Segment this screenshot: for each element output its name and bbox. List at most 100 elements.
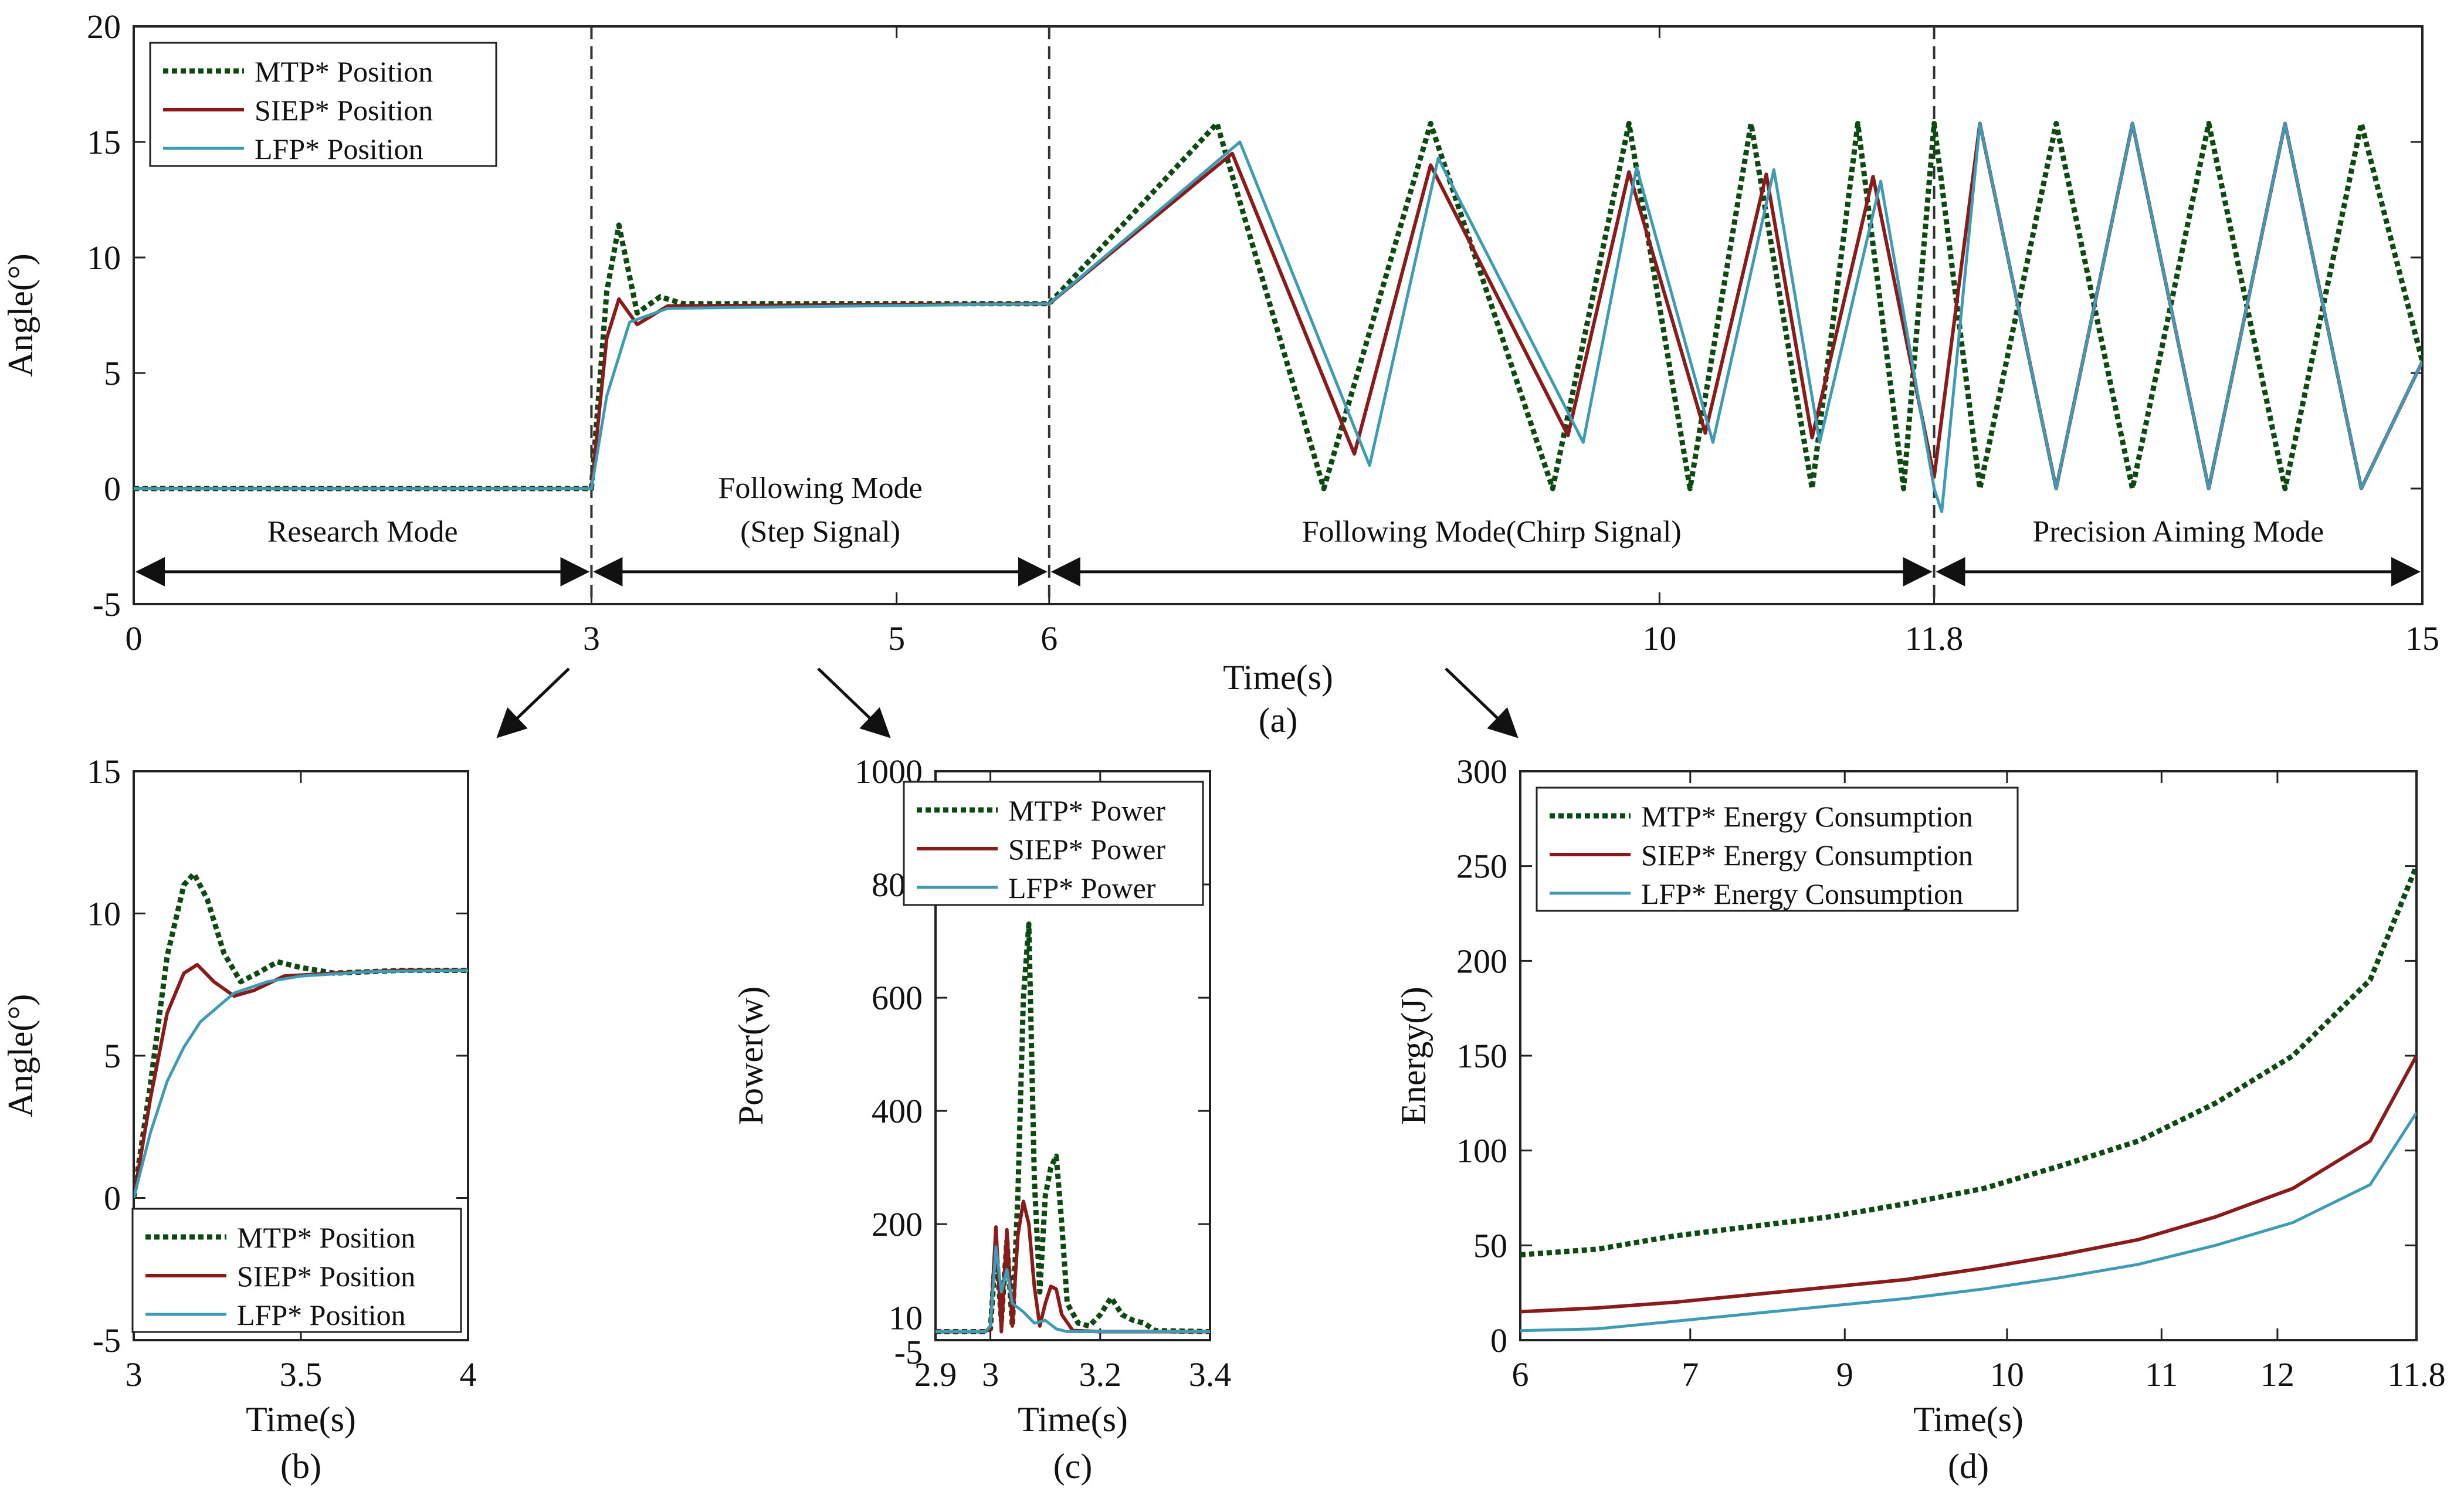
series-line-mtp [1520, 865, 2416, 1257]
series-line-lfp [936, 1245, 1210, 1333]
x-tick-label: 4 [460, 1355, 477, 1394]
x-tick-label: 10 [1990, 1355, 2024, 1394]
y-axis-label: Power(w) [731, 987, 770, 1126]
series-line-mtp [134, 121, 2422, 491]
x-tick-label: 11.8 [2387, 1355, 2445, 1394]
series-line-siep [134, 962, 468, 1198]
x-tick-label: 3.5 [280, 1355, 323, 1394]
x-tick-label: 6 [1512, 1355, 1529, 1394]
arrow-to-panel-d [1445, 667, 1519, 738]
series-line-lfp [134, 122, 2422, 513]
y-tick-label: 10 [87, 239, 121, 277]
series-line-siep [1520, 1055, 2416, 1314]
x-tick-label: 3.4 [1189, 1355, 1232, 1394]
y-tick-label: 250 [1456, 847, 1507, 886]
legend-label: LFP* Position [255, 133, 423, 165]
x-axis-label: Time(s) [1223, 658, 1333, 697]
panel-caption: (c) [1053, 1447, 1093, 1486]
legend: MTP* Power SIEP* Power LFP* Power [903, 781, 1204, 906]
panel-d-energy-chart: 6 7 9 10 11 12 11.8 0 50 100 150 200 250 300 Time(s) En… [1394, 752, 2446, 1486]
panel-caption: (a) [1259, 701, 1298, 740]
x-tick-label: 9 [1836, 1355, 1853, 1394]
x-tick-label: 11.8 [1905, 619, 1963, 657]
arrow-to-panel-b [496, 667, 570, 738]
x-tick-label: 5 [888, 619, 905, 657]
series-line-mtp [936, 921, 1210, 1334]
panel-b-step-zoom-chart: 3 3.5 4 -5 0 5 10 15 Time(s) Angle(°) (b) MTP* Posi… [1, 752, 477, 1486]
y-tick-label: 150 [1456, 1037, 1507, 1075]
legend-label: LFP* Power [1008, 872, 1156, 904]
panel-c-power-chart: 2.9 3 3.2 3.4-5102004006008001000Time(s)Pow… [731, 752, 1231, 1486]
arrow-to-panel-c [817, 667, 891, 738]
series-line-siep [134, 121, 2422, 490]
y-tick-label: 10 [889, 1299, 923, 1337]
y-tick-label: 0 [1490, 1321, 1507, 1360]
x-tick-label: 6 [1040, 619, 1058, 657]
legend-label: MTP* Power [1008, 794, 1165, 827]
mode-label: Following Mode [718, 472, 923, 505]
y-tick-label: 0 [104, 1179, 121, 1218]
legend: MTP* Energy Consumption SIEP* Energy Cons… [1536, 787, 2019, 912]
legend: MTP* Position SIEP* Position LFP* Position [131, 1208, 462, 1333]
y-tick-label: 5 [104, 1037, 121, 1075]
x-tick-label: 10 [1642, 619, 1676, 657]
legend-label: MTP* Energy Consumption [1641, 800, 1973, 833]
legend: MTP* Position SIEP* Position LFP* Position [149, 42, 497, 167]
y-axis-label: Energy(J) [1394, 987, 1433, 1125]
x-axis-label: Time(s) [1913, 1400, 2024, 1439]
x-axis-label: Time(s) [246, 1400, 356, 1439]
panel-caption: (d) [1948, 1447, 1989, 1486]
x-tick-label: 7 [1682, 1355, 1699, 1394]
y-tick-label: 600 [872, 979, 923, 1017]
x-axis-label: Time(s) [1018, 1400, 1128, 1439]
y-axis-label: Angle(°) [1, 253, 40, 377]
legend-label: SIEP* Energy Consumption [1641, 839, 1973, 872]
legend-label: SIEP* Position [237, 1260, 415, 1293]
legend-box [903, 781, 1204, 906]
x-tick-label: 3.2 [1079, 1355, 1122, 1394]
y-tick-label: 100 [1456, 1132, 1507, 1170]
y-tick-label: 20 [87, 8, 121, 46]
x-tick-label: 3 [126, 1355, 143, 1394]
y-tick-label: 300 [1456, 752, 1507, 791]
legend-label: MTP* Position [237, 1221, 415, 1254]
y-tick-label: 50 [1473, 1226, 1507, 1265]
x-tick-label: 0 [126, 619, 143, 657]
legend-box [1536, 787, 2019, 912]
mode-label-line2: (Step Signal) [740, 516, 900, 549]
y-tick-label: -5 [93, 585, 121, 623]
y-tick-label: 15 [87, 752, 121, 791]
y-tick-label: 200 [872, 1205, 923, 1243]
x-tick-label: 3 [583, 619, 600, 657]
plot-frame [133, 25, 2424, 605]
y-tick-label: 0 [104, 470, 121, 508]
series-line-siep [936, 1199, 1210, 1334]
legend-label: SIEP* Position [255, 94, 433, 127]
y-tick-label: -5 [93, 1321, 121, 1360]
y-tick-label: 400 [872, 1092, 923, 1130]
y-axis-label: Angle(°) [1, 994, 40, 1118]
x-tick-label: 15 [2405, 619, 2439, 657]
legend-label: SIEP* Power [1008, 833, 1165, 866]
panel-a-position-chart: 0 3 5 6 10 11.8 15-505101520Time(s)Angle(°)(a)… [1, 8, 2439, 740]
x-tick-label: 12 [2260, 1355, 2294, 1394]
y-tick-label: 5 [104, 354, 121, 392]
y-tick-label: 10 [87, 895, 121, 933]
legend-label: LFP* Energy Consumption [1641, 877, 1963, 910]
series-line-lfp [1520, 1111, 2416, 1333]
panel-caption: (b) [280, 1447, 321, 1486]
mode-label: Following Mode(Chirp Signal) [1302, 516, 1682, 549]
legend-box [149, 42, 497, 167]
y-tick-label: -5 [894, 1333, 923, 1371]
x-tick-label: 3 [982, 1355, 999, 1394]
y-tick-label: 15 [87, 123, 121, 161]
series-line-lfp [134, 969, 468, 1199]
legend-box [131, 1208, 462, 1333]
zoom-arrows [496, 667, 1519, 738]
x-tick-label: 2.9 [914, 1355, 957, 1394]
x-tick-label: 11 [2145, 1355, 2178, 1394]
mode-label: Research Mode [267, 516, 458, 549]
legend-label: LFP* Position [237, 1299, 406, 1331]
mode-label: Precision Aiming Mode [2032, 516, 2324, 549]
